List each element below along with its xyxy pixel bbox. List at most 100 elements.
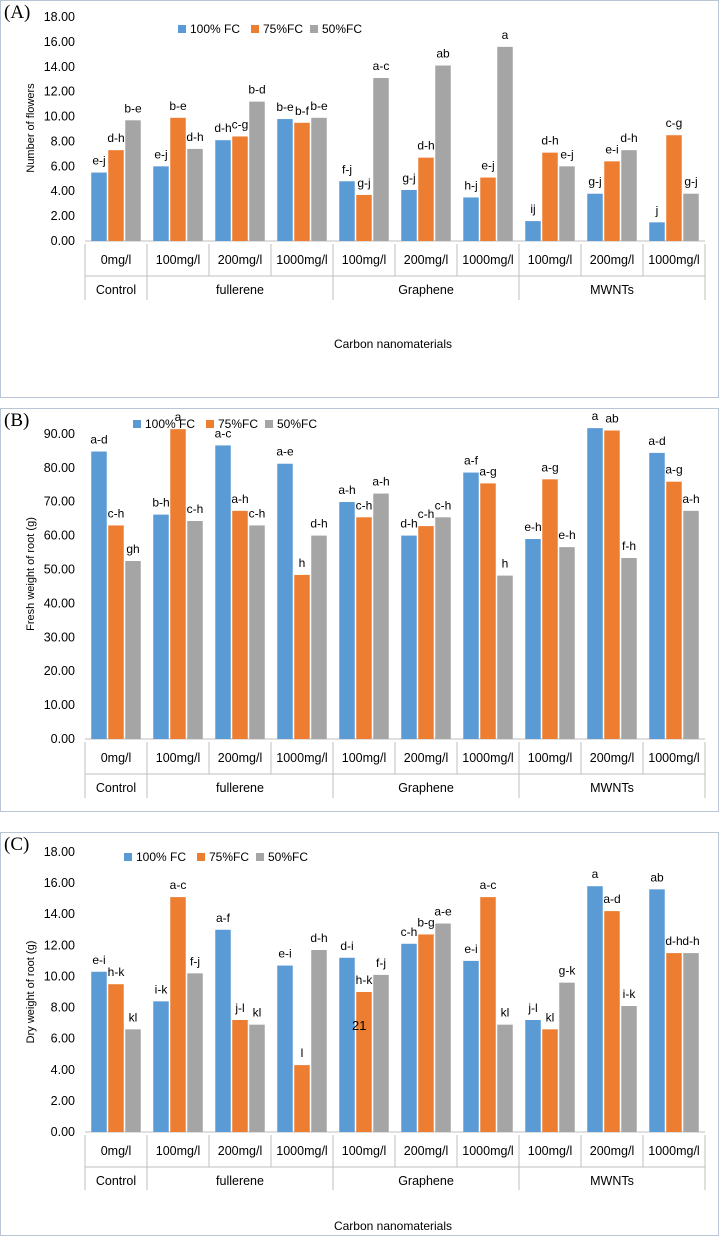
c1-ytick-label: 80.00 xyxy=(44,461,75,475)
c0-bar-label: a-c xyxy=(373,59,390,73)
c2-bar xyxy=(153,1001,169,1132)
c0-bar xyxy=(401,189,417,241)
panel-c-letter: (C) xyxy=(4,834,30,855)
c1-legend-label: 50%FC xyxy=(277,417,317,431)
c0-bar xyxy=(621,150,637,241)
c1-concentration-label: 200mg/l xyxy=(404,751,448,765)
chart-a: 0.00 2.00 4.00 6.00 8.00 10.00 12.00 14.00 16.00… xyxy=(25,10,706,351)
c0-bar xyxy=(339,181,355,241)
c2-concentration-label: 100mg/l xyxy=(156,1144,200,1158)
c0-legend-label: 100% FC xyxy=(190,22,240,36)
c2-ytick-label: 18.00 xyxy=(44,845,75,859)
c1-bar xyxy=(294,574,310,739)
c1-bar-label: a-f xyxy=(464,454,479,468)
c1-bar xyxy=(649,452,665,739)
c0-bar xyxy=(125,120,141,241)
c1-bar-label: c-h xyxy=(249,506,266,520)
c0-bar-label: e-j xyxy=(481,159,494,173)
c2-ytick-label: 4.00 xyxy=(51,1063,75,1077)
panel-c: 0.00 2.00 4.00 6.00 8.00 10.00 12.00 14.00 16.00… xyxy=(0,832,723,1236)
c1-y-axis-title: Fresh weight of root (g) xyxy=(25,517,37,631)
c0-bar-label: c-g xyxy=(666,116,683,130)
chart-c: 0.00 2.00 4.00 6.00 8.00 10.00 12.00 14.00 16.00… xyxy=(25,845,706,1233)
c1-bar-label: d-h xyxy=(310,517,327,531)
c0-bar xyxy=(587,193,603,241)
c1-bar xyxy=(108,525,124,739)
c0-concentration-label: 200mg/l xyxy=(404,253,448,267)
c1-bar xyxy=(559,547,575,739)
c0-bar-label: a xyxy=(502,28,509,42)
c1-concentration-label: 1000mg/l xyxy=(276,751,327,765)
c2-bar xyxy=(649,889,665,1132)
c2-bar xyxy=(170,897,186,1132)
c1-bar xyxy=(232,510,248,739)
c2-ytick-label: 10.00 xyxy=(44,969,75,983)
c1-ytick-label: 60.00 xyxy=(44,529,75,543)
c1-bar-label: a-e xyxy=(276,445,294,459)
c2-bar-label: e-i xyxy=(92,953,105,967)
c2-bar-label: g-k xyxy=(559,964,577,978)
c1-ytick-label: 0.00 xyxy=(51,732,75,746)
c2-bar-label: a-c xyxy=(480,878,497,892)
c0-bar-label: e-i xyxy=(605,142,618,156)
c0-ytick-label: 10.00 xyxy=(44,110,75,124)
c2-ytick-label: 14.00 xyxy=(44,907,75,921)
c0-bar xyxy=(187,148,203,241)
c1-bar xyxy=(497,575,513,739)
panel-a: 0.00 2.00 4.00 6.00 8.00 10.00 12.00 14.00 16.00… xyxy=(0,0,723,398)
c2-bar-label: l xyxy=(301,1046,304,1060)
c0-bar-label: d-h xyxy=(186,130,203,144)
c2-legend-label: 75%FC xyxy=(209,850,249,864)
c2-bar xyxy=(683,953,699,1132)
c1-ytick-label: 10.00 xyxy=(44,698,75,712)
c0-bar-label: b-e xyxy=(124,101,142,115)
c2-bar-label: j-l xyxy=(234,1001,244,1015)
c2-concentration-label: 1000mg/l xyxy=(276,1144,327,1158)
c0-bar-label: d-h xyxy=(107,131,124,145)
c2-bar-label: h-k xyxy=(108,965,126,979)
c2-bar-label: ab xyxy=(650,870,664,884)
c1-concentration-label: 100mg/l xyxy=(528,751,572,765)
c0-ytick-label: 2.00 xyxy=(51,209,75,223)
c2-bar xyxy=(339,957,355,1132)
c1-legend-swatch xyxy=(133,420,141,428)
c2-bar-label: d-h xyxy=(665,934,682,948)
c2-bar xyxy=(401,943,417,1132)
c0-group-label: Graphene xyxy=(398,283,454,297)
c1-bar-label: a-h xyxy=(682,492,699,506)
c1-bar-label: a-g xyxy=(665,463,682,477)
c1-bar-label: c-h xyxy=(187,502,204,516)
c2-concentration-label: 200mg/l xyxy=(590,1144,634,1158)
c2-bar-label: d-i xyxy=(340,939,353,953)
c2-bar-label: a-c xyxy=(170,878,187,892)
c1-bar xyxy=(604,430,620,739)
c0-concentration-label: 200mg/l xyxy=(218,253,262,267)
c2-bar xyxy=(108,984,124,1132)
c0-ytick-label: 16.00 xyxy=(44,35,75,49)
c1-bar xyxy=(91,451,107,739)
c2-bar xyxy=(91,971,107,1132)
c0-bar-label: b-e xyxy=(276,100,294,114)
c1-bar xyxy=(480,483,496,739)
c0-bar-label: e-j xyxy=(560,147,573,161)
c0-legend-swatch xyxy=(251,25,259,33)
c2-y-axis-title: Dry weight of root (g) xyxy=(25,941,37,1044)
c2-bar-label: e-i xyxy=(464,942,477,956)
c2-bar-label: f-j xyxy=(376,956,386,970)
c0-x-axis-title: Carbon nanomaterials xyxy=(334,337,452,351)
c0-legend-label: 50%FC xyxy=(322,22,362,36)
c1-bar xyxy=(356,517,372,739)
page-number: 21 xyxy=(352,1018,367,1033)
c1-bar xyxy=(187,521,203,739)
c2-bar xyxy=(187,973,203,1132)
c2-ytick-label: 16.00 xyxy=(44,876,75,890)
c1-bar xyxy=(435,517,451,739)
c1-group-label: Graphene xyxy=(398,781,454,795)
c2-concentration-label: 200mg/l xyxy=(218,1144,262,1158)
c2-bar xyxy=(480,897,496,1132)
c0-legend-swatch xyxy=(178,25,186,33)
c0-bar-label: b-f xyxy=(295,104,310,118)
c0-bar xyxy=(525,221,541,241)
c1-legend-label: 75%FC xyxy=(218,417,258,431)
c1-ytick-label: 20.00 xyxy=(44,664,75,678)
